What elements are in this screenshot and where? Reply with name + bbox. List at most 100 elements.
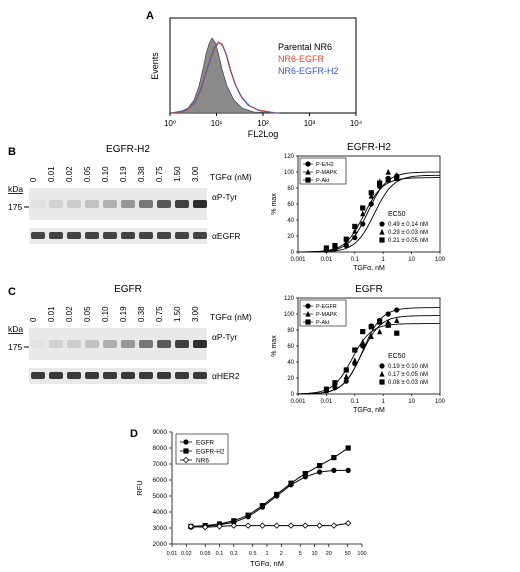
x-tick-label: 1 <box>382 257 386 263</box>
dose-label: 3.00 <box>191 166 200 182</box>
data-point <box>360 329 366 335</box>
dose-label: 0.75 <box>155 166 164 182</box>
data-point <box>368 190 374 196</box>
dose-label: 0.75 <box>155 306 164 322</box>
legend-label: EGFR-H2 <box>196 448 225 455</box>
y-tick-label: 80 <box>287 186 294 192</box>
data-point <box>323 386 329 392</box>
data-point <box>377 319 383 325</box>
data-point <box>274 491 280 497</box>
x-axis-label: TGFα, nM <box>353 265 385 272</box>
chart-legend: P-E/H2 P-MAPK P-Akt <box>299 157 347 185</box>
ec50-marker <box>379 370 385 377</box>
y-tick-label: 20 <box>287 234 294 240</box>
dose-label: 0.02 <box>65 306 74 322</box>
blot-title-c: EGFR <box>114 284 142 295</box>
ptyr-band <box>67 340 81 348</box>
y-tick-label: 80 <box>287 328 294 334</box>
x-tick-label: 0.01 <box>167 551 178 557</box>
y-tick-label: 8000 <box>153 445 168 452</box>
legend-label: P-Akt <box>316 178 330 184</box>
legend-marker <box>305 161 311 167</box>
x-tick-label: 1 <box>265 551 268 557</box>
legend-marker <box>183 439 189 445</box>
data-point <box>377 328 383 335</box>
x-tick-label: 0.5 <box>249 551 257 557</box>
y-tick-label: 7000 <box>153 461 168 468</box>
egfr-band <box>157 232 171 239</box>
y-tick-label: 4000 <box>153 509 168 516</box>
y-tick-label: 60 <box>287 344 294 350</box>
y-tick-label: 40 <box>287 360 294 366</box>
data-point <box>352 223 358 229</box>
data-point <box>331 467 337 473</box>
egfr-band <box>49 232 63 239</box>
ptyr-band <box>49 200 63 208</box>
legend-label: EGFR <box>196 439 214 446</box>
x-tick-label: 10 <box>311 551 317 557</box>
ptyr-band <box>121 200 135 208</box>
dose-response-chart-b: EGFR-H2 0 20 40 60 80 100 120 0.001 0.01 0.1 1 10 100… <box>271 142 446 272</box>
chart-legend: EGFR EGFR-H2 NR6 <box>175 433 229 465</box>
x-axis-label: TGFα, nM <box>250 559 284 568</box>
ptyr-band <box>139 340 153 348</box>
histogram-h2-line <box>171 42 279 114</box>
dose-label: 0.38 <box>137 306 146 322</box>
data-point <box>316 469 323 475</box>
her2-band <box>49 372 63 379</box>
her2-band <box>85 372 99 379</box>
ec50-value: 0.49 ± 0.14 nM <box>388 222 428 228</box>
data-point <box>332 243 338 249</box>
data-point <box>368 192 374 199</box>
ptyr-band <box>157 340 171 348</box>
histogram-xtick: 10⁴ <box>350 119 363 128</box>
dose-label: 0.19 <box>119 306 128 322</box>
data-point <box>332 380 338 386</box>
chart-title: EGFR-H2 <box>347 142 391 153</box>
data-point <box>323 245 329 251</box>
x-tick-label: 1 <box>382 399 386 405</box>
dose-label: 0.05 <box>83 306 92 322</box>
her2-band <box>157 372 171 379</box>
x-tick-label: 0.001 <box>290 257 306 263</box>
chart-legend: P-EGFR P-MAPK P-Akt <box>299 299 347 327</box>
ec50-marker <box>379 228 385 235</box>
legend-parental-nr6: Parental NR6 <box>278 42 332 52</box>
legend-label: NR6 <box>196 457 209 464</box>
chart-title: EGFR <box>355 284 383 295</box>
ptyr-band <box>85 200 99 208</box>
x-tick-label: 0.01 <box>321 257 333 263</box>
her2-band <box>31 372 45 379</box>
data-point <box>352 357 358 363</box>
data-point <box>302 522 309 529</box>
dose-label: 3.00 <box>191 306 200 322</box>
dose-label: 0.05 <box>83 166 92 182</box>
ec50-value: 0.08 ± 0.03 nM <box>388 380 428 386</box>
her2-band <box>67 372 81 379</box>
x-tick-label: 20 <box>326 551 332 557</box>
ptyr-band <box>193 340 207 348</box>
fit-curve <box>298 177 440 253</box>
y-tick-label: 60 <box>287 202 294 208</box>
histogram-xlabel: FL2Log <box>248 129 279 139</box>
data-point <box>343 236 349 242</box>
western-blot-b: EGFR-H2 0 0.01 0.02 0.05 0.10 0.19 0.38 … <box>8 144 252 244</box>
legend-marker <box>183 448 189 454</box>
ec50-marker <box>379 379 385 385</box>
band-label-her2-c: αHER2 <box>212 371 240 381</box>
histogram-ylabel: Events <box>150 52 160 80</box>
y-axis-label: % max <box>271 193 278 215</box>
legend-marker <box>305 310 311 317</box>
series-line <box>190 469 349 528</box>
her2-band <box>193 372 207 379</box>
legend-label: P-Akt <box>316 320 330 326</box>
data-point <box>394 307 400 313</box>
ec50-value: 0.19 ± 0.10 nM <box>388 364 428 370</box>
x-tick-label: 50 <box>345 551 351 557</box>
data-point <box>368 324 374 330</box>
data-point <box>345 467 351 473</box>
data-point <box>352 347 358 353</box>
data-point <box>343 373 349 379</box>
data-point <box>332 382 338 389</box>
ec50-marker <box>379 221 385 227</box>
